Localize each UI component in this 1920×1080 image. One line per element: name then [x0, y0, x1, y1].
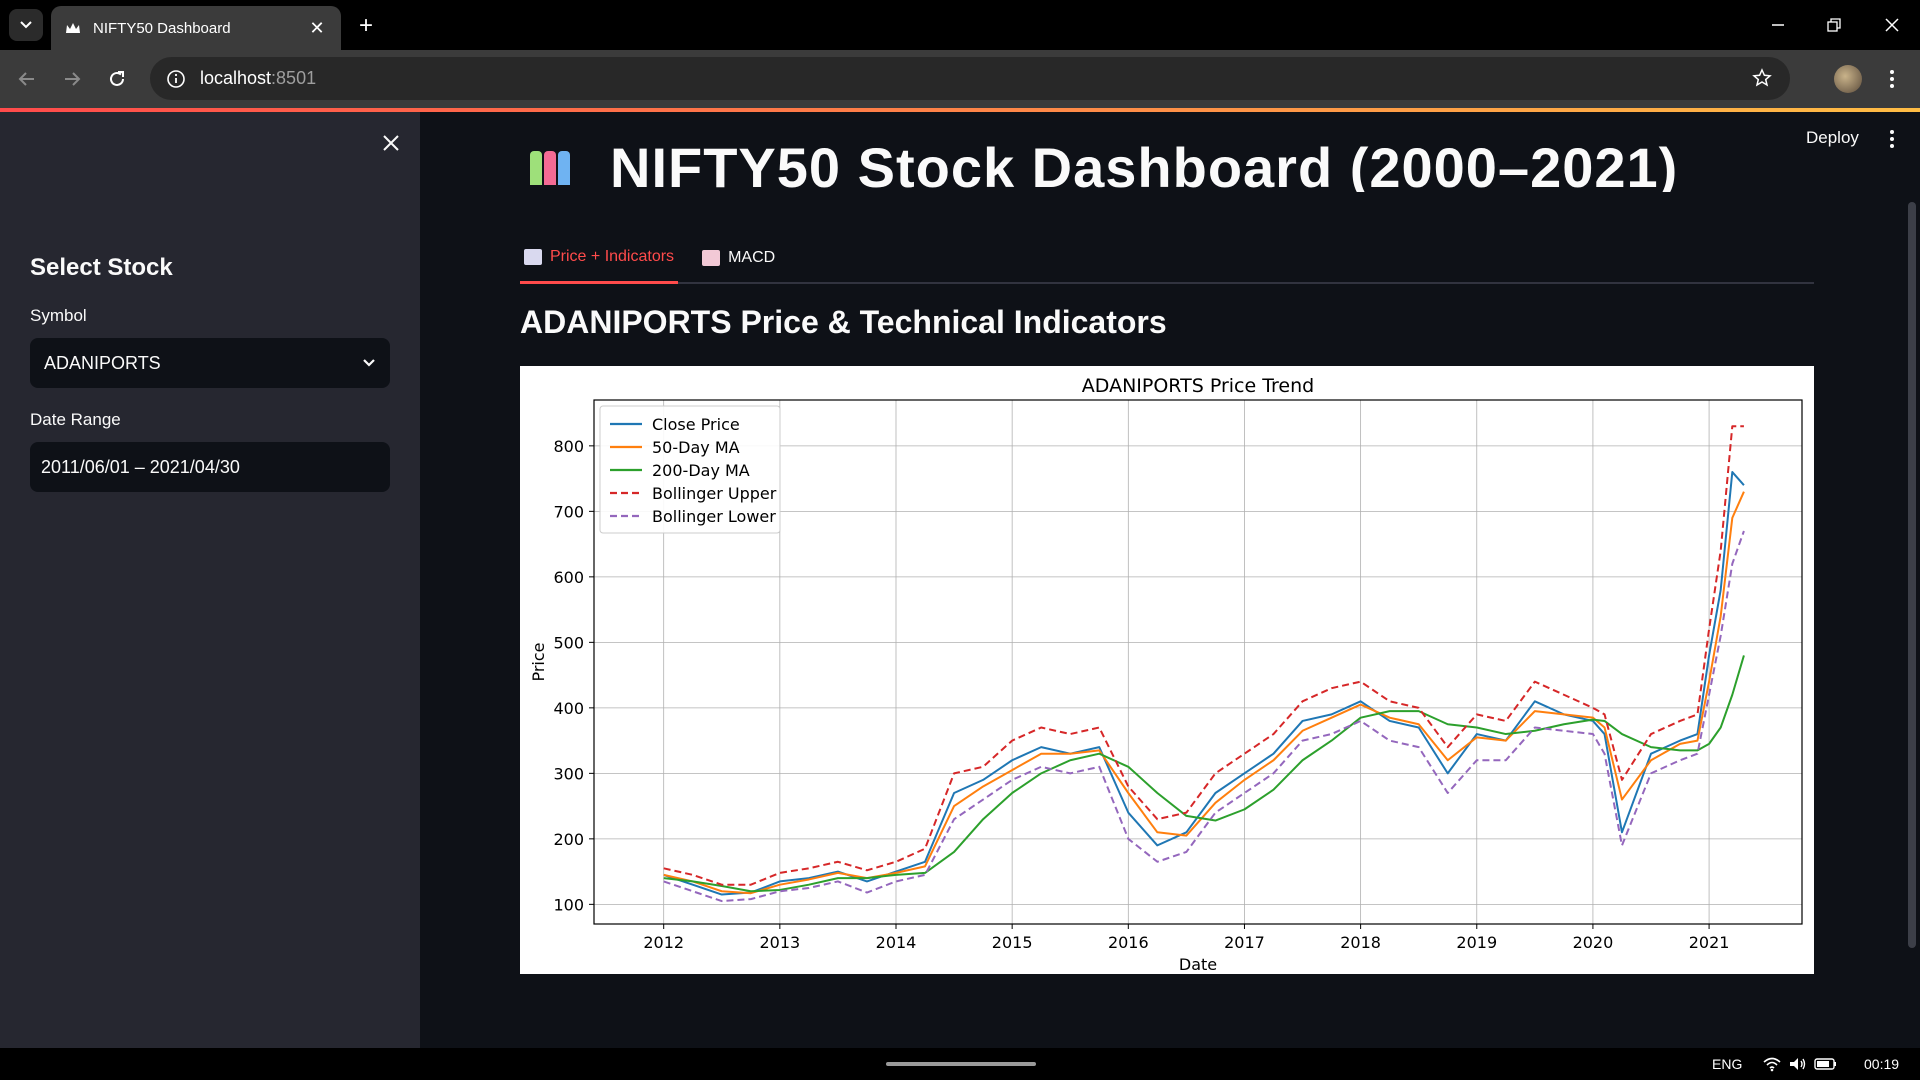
- bookmark-star-icon[interactable]: [1752, 68, 1772, 88]
- address-bar[interactable]: localhost:8501: [150, 57, 1790, 100]
- series-line-50-day-ma: [663, 491, 1745, 895]
- tab-close-icon[interactable]: ✕: [309, 17, 325, 38]
- tab-label: Price + Indicators: [550, 247, 675, 265]
- x-tick-label: 2019: [1456, 933, 1497, 952]
- page-title-row: NIFTY50 Stock Dashboard (2000–2021): [530, 130, 1678, 192]
- x-tick-label: 2015: [992, 933, 1033, 952]
- browser-tabstrip: NIFTY50 Dashboard ✕ +: [0, 0, 1920, 50]
- tab-title: NIFTY50 Dashboard: [93, 19, 231, 37]
- legend-label: 50-Day MA: [652, 438, 740, 457]
- battery-icon[interactable]: [1814, 1056, 1838, 1072]
- close-window-button[interactable]: [1872, 10, 1912, 40]
- chevron-down-icon: [20, 21, 32, 29]
- x-tick-label: 2013: [759, 933, 800, 952]
- date-range-label: Date Range: [30, 410, 121, 429]
- series-line-close-price: [663, 471, 1745, 896]
- bar-chart-emoji-icon: [530, 151, 584, 191]
- plot-frame: [593, 399, 1803, 925]
- series-line-bollinger-upper: [663, 425, 1744, 886]
- restore-icon: [1827, 18, 1841, 32]
- taskbar-handle[interactable]: [886, 1062, 1036, 1066]
- price-chart-svg: 2012 2013 2014 2015 2016 2017 2018 2019 2020 2021…: [529, 375, 1803, 974]
- close-icon: [383, 135, 399, 151]
- legend-label: 200-Day MA: [652, 461, 750, 480]
- app-header-decoration: [0, 108, 1920, 112]
- chart-increasing-icon: [524, 248, 542, 265]
- tab-search-button[interactable]: [9, 9, 43, 41]
- x-tick-label: 2020: [1573, 933, 1614, 952]
- deploy-button[interactable]: Deploy: [1806, 128, 1859, 147]
- volume-icon[interactable]: [1788, 1056, 1808, 1072]
- wifi-icon[interactable]: [1762, 1056, 1782, 1072]
- y-tick-label: 100: [553, 895, 584, 914]
- sidebar: Select Stock Symbol ADANIPORTS Date Rang…: [0, 112, 420, 1048]
- language-indicator[interactable]: ENG: [1712, 1056, 1743, 1072]
- browser-menu-icon[interactable]: [1882, 65, 1902, 93]
- reload-icon: [110, 71, 124, 86]
- tab-macd[interactable]: MACD: [698, 232, 779, 284]
- symbol-select-value: ADANIPORTS: [44, 352, 161, 373]
- browser-toolbar: localhost:8501: [0, 50, 1920, 108]
- minimize-icon: [1772, 24, 1784, 26]
- arrow-left-icon: [18, 72, 34, 86]
- x-tick-label: 2018: [1340, 933, 1381, 952]
- new-tab-button[interactable]: +: [358, 12, 373, 39]
- symbol-select[interactable]: ADANIPORTS: [30, 338, 390, 388]
- price-chart: 2012 2013 2014 2015 2016 2017 2018 2019 2020 2021…: [520, 366, 1814, 974]
- legend-label: Bollinger Lower: [652, 507, 776, 526]
- forward-button[interactable]: [57, 64, 87, 94]
- tab-bar: Price + Indicators MACD: [520, 232, 1814, 284]
- main-scrollbar[interactable]: [1908, 202, 1916, 948]
- streamlit-crown-icon: [65, 20, 81, 36]
- app-menu-icon[interactable]: [1886, 128, 1898, 150]
- y-axis-label: Price: [529, 642, 548, 681]
- close-icon: [1885, 18, 1899, 32]
- clock: 00:19: [1864, 1056, 1900, 1072]
- x-tick-label: 2012: [643, 933, 684, 952]
- x-tick-label: 2014: [876, 933, 917, 952]
- back-button[interactable]: [12, 64, 42, 94]
- reload-button[interactable]: [102, 64, 132, 94]
- arrow-right-icon: [65, 72, 81, 86]
- series-line-200-day-ma: [663, 655, 1745, 893]
- chevron-down-icon: [363, 359, 375, 367]
- restore-button[interactable]: [1814, 10, 1854, 40]
- browser-tab-active[interactable]: NIFTY50 Dashboard ✕: [51, 6, 341, 50]
- series-line-bollinger-lower: [663, 530, 1745, 903]
- y-tick-label: 500: [553, 633, 584, 652]
- y-tick-label: 700: [553, 502, 584, 521]
- sidebar-header: Select Stock: [30, 254, 173, 281]
- tab-price-indicators[interactable]: Price + Indicators: [520, 232, 679, 284]
- main-content: Deploy NIFTY50 Stock Dashboard (2000–202…: [420, 112, 1920, 1048]
- x-tick-label: 2016: [1108, 933, 1149, 952]
- y-tick-label: 400: [553, 699, 584, 718]
- x-axis-label: Date: [1179, 955, 1217, 974]
- site-info-icon[interactable]: [166, 69, 186, 89]
- x-tick-label: 2021: [1689, 933, 1730, 952]
- url-text: localhost:8501: [200, 68, 317, 88]
- profile-avatar[interactable]: [1834, 65, 1862, 93]
- y-tick-label: 200: [553, 830, 584, 849]
- chart-title: ADANIPORTS Price Trend: [1082, 375, 1314, 397]
- system-taskbar: ENG 00:19: [0, 1048, 1920, 1080]
- sidebar-close-button[interactable]: [378, 130, 404, 156]
- tab-label: MACD: [728, 249, 776, 266]
- date-range-input[interactable]: 2011/06/01 – 2021/04/30: [30, 442, 390, 492]
- symbol-label: Symbol: [30, 306, 87, 325]
- legend-label: Bollinger Upper: [652, 484, 777, 503]
- y-tick-label: 600: [553, 568, 584, 587]
- x-tick-label: 2017: [1224, 933, 1265, 952]
- chart-decreasing-icon: [702, 250, 721, 266]
- legend-box: [599, 405, 781, 534]
- page-title: NIFTY50 Stock Dashboard (2000–2021): [610, 135, 1679, 193]
- y-tick-label: 800: [553, 437, 584, 456]
- section-title: ADANIPORTS Price & Technical Indicators: [520, 304, 1167, 340]
- minimize-button[interactable]: [1758, 10, 1798, 40]
- legend-label: Close Price: [652, 415, 740, 434]
- y-tick-label: 300: [553, 764, 584, 783]
